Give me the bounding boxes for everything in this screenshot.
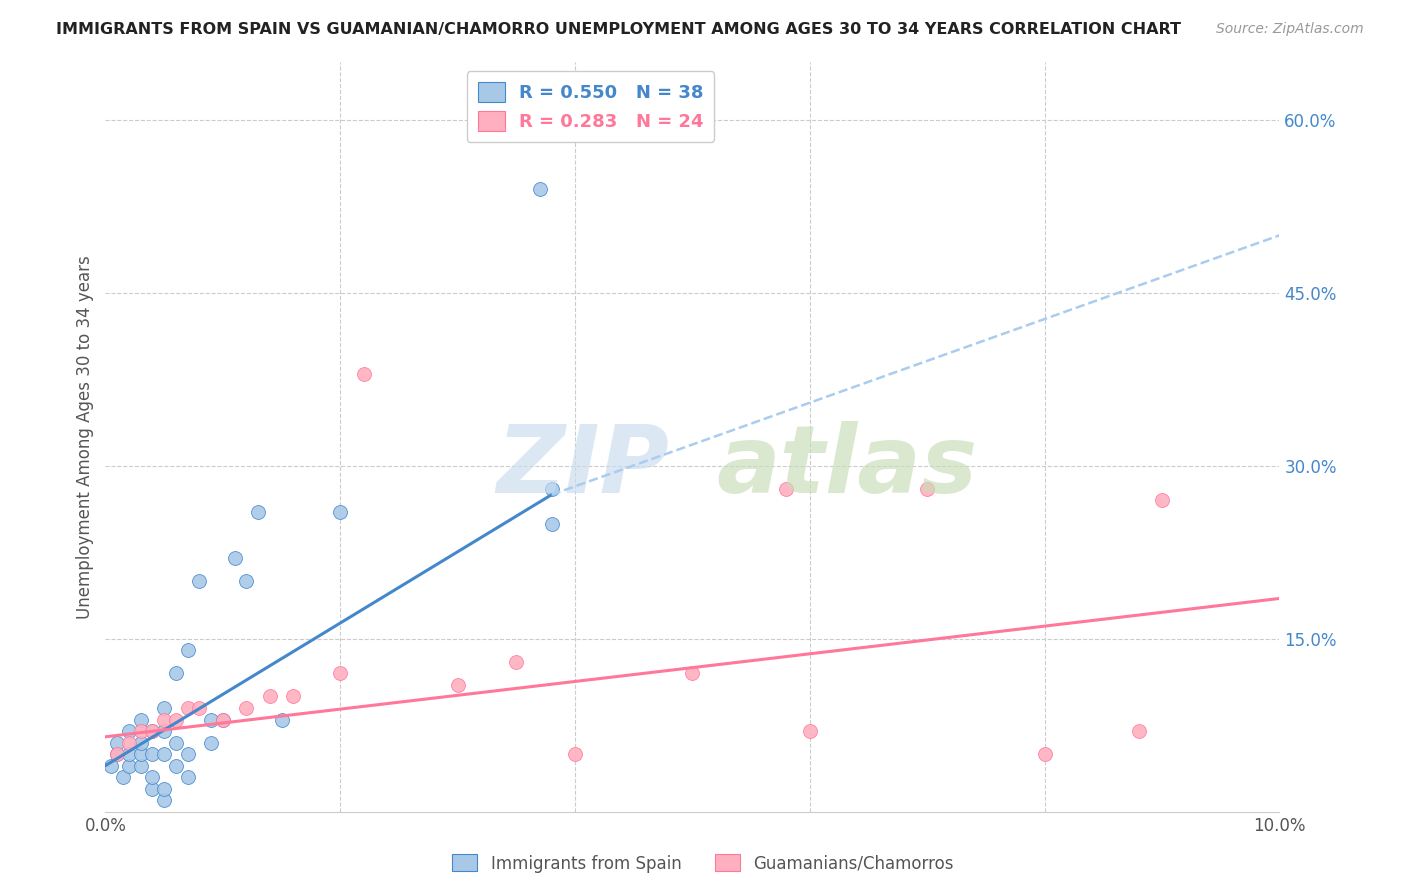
- Point: [118, 735, 141, 749]
- Point: [176, 770, 198, 784]
- Point: [235, 574, 257, 589]
- Y-axis label: Unemployment Among Ages 30 to 34 years: Unemployment Among Ages 30 to 34 years: [76, 255, 94, 619]
- Point: [200, 713, 222, 727]
- Point: [540, 482, 562, 496]
- Point: [165, 735, 187, 749]
- Point: [540, 516, 562, 531]
- Point: [105, 735, 128, 749]
- Point: [1150, 493, 1173, 508]
- Point: [176, 747, 198, 761]
- Text: ZIP: ZIP: [496, 421, 669, 513]
- Point: [176, 701, 198, 715]
- Point: [200, 735, 222, 749]
- Point: [188, 574, 211, 589]
- Point: [153, 781, 176, 796]
- Point: [153, 724, 176, 739]
- Point: [1033, 747, 1056, 761]
- Point: [1128, 724, 1150, 739]
- Point: [165, 713, 187, 727]
- Point: [329, 505, 352, 519]
- Point: [211, 713, 233, 727]
- Point: [129, 758, 152, 772]
- Point: [165, 758, 187, 772]
- Text: atlas: atlas: [716, 421, 977, 513]
- Point: [118, 724, 141, 739]
- Point: [247, 505, 270, 519]
- Point: [176, 643, 198, 657]
- Point: [799, 724, 821, 739]
- Point: [141, 724, 163, 739]
- Point: [153, 793, 176, 807]
- Point: [224, 551, 246, 566]
- Point: [529, 182, 551, 196]
- Point: [153, 701, 176, 715]
- Point: [270, 713, 292, 727]
- Point: [105, 747, 128, 761]
- Point: [129, 724, 152, 739]
- Point: [141, 781, 163, 796]
- Point: [141, 747, 163, 761]
- Point: [100, 758, 122, 772]
- Point: [682, 666, 704, 681]
- Point: [118, 747, 141, 761]
- Point: [129, 735, 152, 749]
- Point: [112, 770, 135, 784]
- Legend: R = 0.550   N = 38, R = 0.283   N = 24: R = 0.550 N = 38, R = 0.283 N = 24: [467, 71, 714, 142]
- Point: [283, 690, 305, 704]
- Point: [118, 758, 141, 772]
- Text: IMMIGRANTS FROM SPAIN VS GUAMANIAN/CHAMORRO UNEMPLOYMENT AMONG AGES 30 TO 34 YEA: IMMIGRANTS FROM SPAIN VS GUAMANIAN/CHAMO…: [56, 22, 1181, 37]
- Point: [564, 747, 586, 761]
- Point: [329, 666, 352, 681]
- Point: [141, 724, 163, 739]
- Point: [141, 770, 163, 784]
- Point: [211, 713, 233, 727]
- Point: [129, 747, 152, 761]
- Point: [235, 701, 257, 715]
- Text: Source: ZipAtlas.com: Source: ZipAtlas.com: [1216, 22, 1364, 37]
- Point: [505, 655, 527, 669]
- Point: [917, 482, 939, 496]
- Point: [153, 713, 176, 727]
- Point: [153, 747, 176, 761]
- Point: [105, 747, 128, 761]
- Point: [188, 701, 211, 715]
- Point: [165, 666, 187, 681]
- Legend: Immigrants from Spain, Guamanians/Chamorros: Immigrants from Spain, Guamanians/Chamor…: [446, 847, 960, 880]
- Point: [353, 367, 375, 381]
- Point: [259, 690, 281, 704]
- Point: [129, 713, 152, 727]
- Point: [446, 678, 468, 692]
- Point: [775, 482, 797, 496]
